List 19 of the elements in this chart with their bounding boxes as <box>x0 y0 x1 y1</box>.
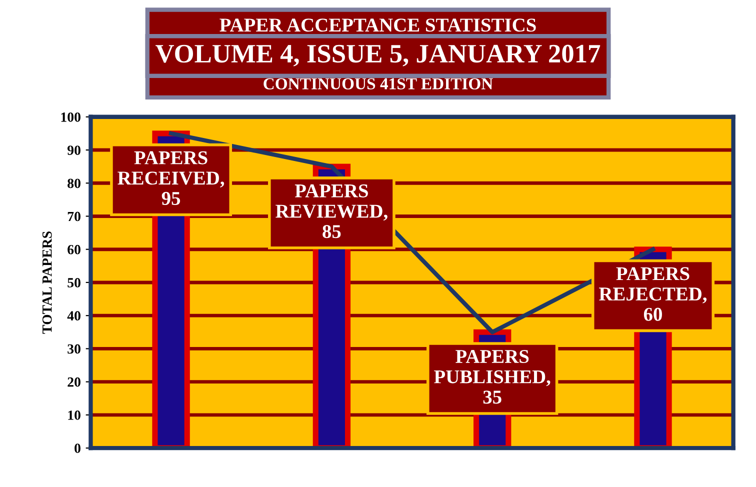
y-tick-label: 80 <box>68 178 80 188</box>
y-tick-label: 60 <box>68 244 80 254</box>
y-tick-label: 20 <box>68 377 80 387</box>
data-label: PAPERS REJECTED, 60 <box>599 267 707 321</box>
text: CONTINUOUS 41ST EDITION <box>264 78 493 90</box>
y-tick-label: 40 <box>67 311 80 321</box>
y-tick-label: 50 <box>68 278 80 288</box>
data-label: PAPERS REVIEWED, 85 <box>276 184 388 238</box>
y-axis-title: TOTAL PAPERS <box>42 232 52 334</box>
y-tick-label: 30 <box>68 344 80 354</box>
y-tick-label: 10 <box>68 410 80 420</box>
chart-subtitle: VOLUME 4, ISSUE 5, JANUARY 2017 <box>156 44 600 66</box>
y-tick-label: 90 <box>67 146 80 155</box>
data-label: PAPERS RECEIVED, 95 <box>118 151 224 205</box>
chart-title: PAPER ACCEPTANCE STATISTICS <box>220 18 536 32</box>
y-tick-label: 100 <box>61 112 80 122</box>
data-label: PAPERS PUBLISHED, 35 <box>434 350 550 404</box>
y-tick-label: 70 <box>68 212 80 222</box>
y-tick-label: 0 <box>74 444 80 453</box>
